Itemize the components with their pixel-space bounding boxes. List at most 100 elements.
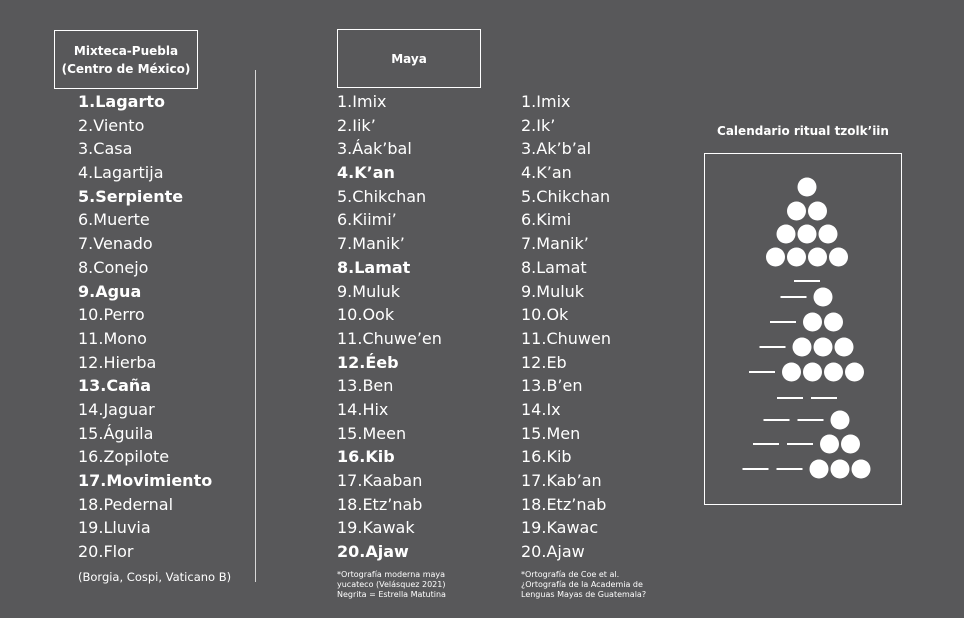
maya-almg-day-20: 20.Ajaw	[521, 542, 585, 562]
numeral-dot	[766, 247, 785, 267]
maya-yucateco-day-11: 11.Chuwe’en	[337, 328, 442, 348]
maya-yucateco-day-6: 6.Kiimi’	[337, 210, 397, 230]
maya-yucateco-day-2: 2.Iik’	[337, 115, 376, 135]
maya-yucateco-day-9: 9.Muluk	[337, 281, 401, 301]
numeral-dot	[803, 362, 822, 382]
maya-almg-day-8: 8.Lamat	[521, 257, 587, 277]
maya-yucateco-day-12: 12.Éeb	[337, 352, 399, 372]
maya-almg-day-3: 3.Ak’b’al	[521, 139, 592, 159]
column-divider	[255, 70, 256, 582]
maya-yucateco-day-5: 5.Chikchan	[337, 186, 427, 206]
maya-almg-note-line: Lenguas Mayas de Guatemala?	[521, 590, 647, 599]
numeral-dot	[782, 362, 801, 382]
mixteca-day-18: 18.Pedernal	[78, 494, 174, 514]
mixteca-day-13: 13.Caña	[78, 376, 152, 396]
mixteca-day-4: 4.Lagartija	[78, 163, 164, 183]
maya-almg-note-line: *Ortografía de Coe et al.	[521, 570, 620, 579]
maya-yucateco-day-13: 13.Ben	[337, 376, 394, 396]
maya-almg-note-line: ¿Ortografía de la Academia de	[521, 580, 643, 589]
mixteca-source-note: (Borgia, Cospi, Vaticano B)	[78, 570, 232, 584]
mixteca-day-20: 20.Flor	[78, 542, 134, 562]
maya-almg-day-9: 9.Muluk	[521, 281, 585, 301]
mixteca-day-17: 17.Movimiento	[78, 471, 213, 490]
numeral-dot	[829, 247, 848, 267]
maya-yucateco-day-15: 15.Meen	[337, 423, 407, 443]
maya-almg-day-12: 12.Eb	[521, 352, 567, 372]
numeral-dot	[809, 459, 829, 479]
maya-yucateco-day-7: 7.Manik’	[337, 234, 405, 254]
maya-yucateco-day-list: 1.Imix 2.Iik’ 3.Áak’bal 4.K’an 5.Chikchan 6.K…	[337, 90, 442, 564]
mixteca-day-15: 15.Águila	[78, 423, 154, 443]
maya-almg-day-18: 18.Etz’nab	[521, 494, 607, 514]
mixteca-day-12: 12.Hierba	[78, 352, 157, 372]
mixteca-day-7: 7.Venado	[78, 234, 153, 254]
maya-yucateco-note-line: Negrita = Estrella Matutina	[337, 590, 446, 599]
maya-yucateco-day-1: 1.Imix	[337, 92, 387, 111]
mixteca-day-1: 1.Lagarto	[78, 92, 165, 111]
numeral-dot	[787, 247, 806, 267]
numeral-dot	[797, 177, 817, 197]
maya-yucateco-day-16: 16.Kib	[337, 447, 395, 467]
numeral-dot	[808, 201, 827, 221]
mixteca-day-11: 11.Mono	[78, 328, 147, 348]
maya-almg-day-10: 10.Ok	[521, 305, 569, 325]
mixteca-header: Mixteca-Puebla (Centro de México)	[54, 30, 198, 89]
mixteca-day-2: 2.Viento	[78, 115, 145, 135]
maya-almg-day-15: 15.Men	[521, 423, 581, 443]
maya-almg-day-16: 16.Kib	[521, 447, 572, 467]
maya-yucateco-note-line: yucateco (Velásquez 2021)	[337, 580, 446, 589]
maya-yucateco-note: *Ortografía moderna maya yucateco (Velás…	[337, 570, 446, 600]
maya-almg-day-5: 5.Chikchan	[521, 186, 611, 206]
maya-almg-day-7: 7.Manik’	[521, 234, 589, 254]
numeral-dot	[776, 224, 796, 244]
mixteca-day-list: 1.Lagarto 2.Viento 3.Casa 4.Lagartija 5.Serp…	[78, 90, 212, 564]
maya-yucateco-day-10: 10.Ook	[337, 305, 395, 325]
maya-almg-day-11: 11.Chuwen	[521, 328, 611, 348]
maya-almg-day-4: 4.K’an	[521, 163, 572, 183]
maya-almg-day-6: 6.Kimi	[521, 210, 572, 230]
numeral-dot	[813, 337, 833, 357]
maya-header: Maya	[337, 29, 481, 88]
maya-header-label: Maya	[391, 51, 427, 66]
calendar-numeral-box	[704, 153, 902, 505]
numeral-dot	[851, 459, 871, 479]
maya-yucateco-day-18: 18.Etz’nab	[337, 494, 423, 514]
calendar-title: Calendario ritual tzolk’iin	[717, 124, 889, 138]
maya-almg-note: *Ortografía de Coe et al. ¿Ortografía de…	[521, 570, 646, 600]
numeral-dot	[841, 434, 860, 454]
numeral-dot	[787, 201, 806, 221]
numeral-dot	[797, 224, 817, 244]
maya-yucateco-day-8: 8.Lamat	[337, 257, 411, 277]
maya-almg-day-2: 2.Ik’	[521, 115, 556, 135]
numeral-dot	[792, 337, 812, 357]
maya-almg-day-13: 13.B’en	[521, 376, 583, 396]
mixteca-header-line-2: (Centro de México)	[61, 61, 191, 76]
maya-yucateco-day-14: 14.Hix	[337, 399, 389, 419]
mixteca-day-6: 6.Muerte	[78, 210, 150, 230]
numeral-dot	[834, 337, 854, 357]
maya-yucateco-day-17: 17.Kaaban	[337, 471, 423, 490]
maya-yucateco-day-19: 19.Kawak	[337, 518, 415, 538]
numeral-dot	[813, 287, 833, 307]
mayan-numerals-diagram	[742, 177, 871, 479]
maya-yucateco-day-20: 20.Ajaw	[337, 542, 409, 562]
numeral-dot	[845, 362, 864, 382]
maya-almg-day-14: 14.Ix	[521, 399, 561, 419]
mixteca-day-16: 16.Zopilote	[78, 447, 170, 467]
numeral-dot	[830, 410, 850, 430]
maya-yucateco-day-4: 4.K’an	[337, 163, 395, 183]
numeral-dot	[803, 312, 822, 332]
maya-yucateco-day-3: 3.Áak’bal	[337, 139, 412, 159]
mixteca-day-3: 3.Casa	[78, 139, 133, 159]
mixteca-day-9: 9.Agua	[78, 281, 142, 301]
maya-yucateco-note-line: *Ortografía moderna maya	[337, 570, 446, 579]
numeral-dot	[830, 459, 850, 479]
maya-almg-day-list: 1.Imix 2.Ik’ 3.Ak’b’al 4.K’an 5.Chikchan 6.Ki…	[521, 90, 611, 564]
numeral-dot	[818, 224, 838, 244]
mixteca-day-8: 8.Conejo	[78, 257, 149, 277]
numeral-dot	[824, 362, 843, 382]
numeral-dot	[824, 312, 843, 332]
maya-almg-day-1: 1.Imix	[521, 92, 571, 111]
numeral-dot	[808, 247, 827, 267]
mixteca-day-5: 5.Serpiente	[78, 186, 184, 206]
